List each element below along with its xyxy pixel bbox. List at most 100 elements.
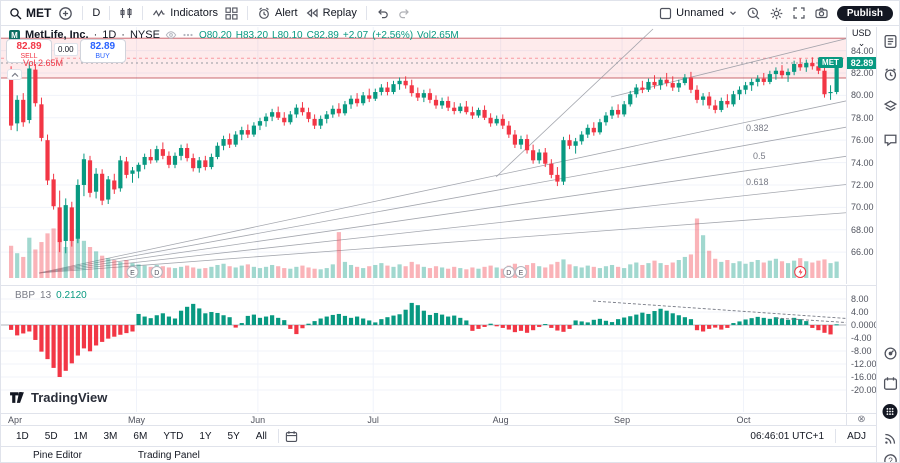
indicator-tick: 4.00	[851, 307, 869, 317]
range-button-all[interactable]: All	[255, 430, 267, 442]
price-tick: 66.00	[851, 247, 874, 258]
more-options-icon[interactable]	[182, 29, 194, 41]
fullscreen-icon[interactable]	[792, 6, 806, 20]
indicator-legend[interactable]: BBP 13 0.2120	[15, 290, 87, 301]
symbol-label: MET	[26, 6, 52, 20]
compare-add-icon[interactable]	[58, 6, 73, 21]
indicator-length: 13	[40, 290, 52, 301]
interval-button[interactable]: D	[92, 7, 101, 19]
range-button-5d[interactable]: 5D	[44, 430, 58, 442]
chat-icon[interactable]	[882, 131, 898, 147]
indicator-tick: 0.0000	[851, 320, 879, 330]
svg-text:0.618: 0.618	[746, 177, 769, 187]
status-tab-trading-panel[interactable]: Trading Panel	[137, 450, 200, 461]
indicator-tick: -8.00	[851, 346, 872, 356]
layout-square-icon	[659, 7, 672, 20]
spread-value: 0.00	[54, 43, 78, 56]
apps-grid-icon[interactable]	[882, 403, 898, 419]
chart-legend[interactable]: M MetLife, Inc. · 1D · NYSE O80.20 H83.2…	[9, 29, 459, 41]
legend-title: MetLife, Inc.	[25, 29, 89, 41]
price-axis[interactable]: USD ⌄ 82.89 84.00 82.00 80.00 78.00 76.00 74.…	[846, 27, 877, 284]
time-tick-jun[interactable]: Jun	[250, 415, 266, 425]
main-chart-pane[interactable]: 0.382 0.5 0.618 E D D E M MetLife, Inc. · 1D ·…	[1, 27, 870, 284]
buy-sell-widget: 82.89 SELL 0.00 82.89 BUY	[6, 39, 126, 63]
range-button-3m[interactable]: 3M	[103, 430, 118, 442]
indicator-tick: -12.00	[851, 359, 877, 369]
watchlist-icon[interactable]	[882, 33, 898, 49]
indicators-button[interactable]: Indicators	[152, 6, 218, 20]
legend-sep2: ·	[121, 29, 125, 41]
templates-grid-icon[interactable]	[225, 6, 238, 20]
buy-button[interactable]: 82.89 BUY	[79, 39, 126, 63]
svg-text:E: E	[130, 270, 135, 277]
alert-label: Alert	[275, 7, 298, 19]
svg-text:0.5: 0.5	[753, 151, 766, 161]
price-tick: 68.00	[851, 224, 874, 235]
range-button-1d[interactable]: 1D	[16, 430, 29, 442]
chart-style-icon[interactable]	[119, 6, 133, 20]
alert-button[interactable]: Alert	[257, 6, 298, 20]
hotlists-icon[interactable]	[882, 345, 898, 361]
symbol-search[interactable]: MET	[9, 6, 51, 20]
calendar-icon[interactable]	[882, 375, 898, 391]
layout-name: Unnamed	[676, 7, 724, 19]
time-tick-jul[interactable]: Jul	[367, 415, 379, 425]
time-tick-apr[interactable]: Apr	[8, 415, 23, 425]
indicators-icon	[152, 6, 166, 20]
svg-text:D: D	[506, 270, 511, 277]
undo-icon[interactable]	[376, 6, 390, 20]
bbp-indicator-pane[interactable]: BBP 13 0.2120 TradingView	[1, 285, 870, 412]
alert-clock-icon	[257, 6, 271, 20]
time-tick-oct[interactable]: Oct	[736, 415, 751, 425]
go-to-date-icon[interactable]	[285, 430, 298, 443]
change-value: +2.07	[342, 29, 369, 41]
right-sidebar: ?	[876, 27, 899, 462]
chevron-up-icon	[11, 72, 18, 77]
current-price-label: 82.89	[847, 57, 877, 69]
layout-select[interactable]: Unnamed	[659, 7, 738, 20]
broadcast-icon[interactable]	[882, 430, 898, 446]
time-tick-sep[interactable]: Sep	[614, 415, 631, 425]
alerts-clock-icon[interactable]	[882, 66, 898, 82]
time-axis[interactable]: Apr May Jun Jul Aug Sep Oct	[1, 413, 846, 425]
price-line-symbol-tag: MET	[818, 57, 843, 68]
eye-icon[interactable]	[165, 29, 177, 41]
axis-settings-icon[interactable]: ⊗	[846, 413, 876, 425]
sell-button[interactable]: 82.89 SELL	[6, 39, 52, 63]
range-button-ytd[interactable]: YTD	[163, 430, 184, 442]
chevron-down-icon: ⌄	[857, 38, 866, 48]
legend-interval: 1D	[102, 29, 117, 41]
legend-exchange: NYSE	[129, 29, 160, 41]
time-tick-may[interactable]: May	[127, 415, 145, 425]
replay-icon	[305, 6, 319, 20]
snapshot-camera-icon[interactable]	[814, 6, 829, 20]
price-tick: 76.00	[851, 135, 874, 146]
time-tick-aug[interactable]: Aug	[492, 415, 509, 425]
collapse-widget-button[interactable]	[7, 69, 22, 80]
settings-gear-icon[interactable]	[769, 6, 784, 21]
help-icon[interactable]: ?	[882, 452, 898, 462]
adjusted-toggle[interactable]: ADJ	[847, 430, 866, 442]
range-button-6m[interactable]: 6M	[133, 430, 148, 442]
candlestick-chart: 0.382 0.5 0.618 E D D E	[1, 27, 870, 284]
indicators-label: Indicators	[170, 7, 218, 19]
indicator-axis[interactable]: 8.00 4.00 0.0000 -4.00 -8.00 -12.00 -16.00 -20.…	[846, 285, 879, 412]
change-percent: (+2.56%)	[372, 29, 414, 41]
object-tree-layers-icon[interactable]	[882, 98, 898, 114]
status-tab-pine-editor[interactable]: Pine Editor	[33, 450, 82, 461]
bbp-histogram	[1, 286, 870, 412]
symbol-logo: M	[9, 29, 20, 41]
currency-selector[interactable]: USD ⌄	[851, 28, 871, 48]
ohlc-values: O80.20 H83.20 L80.10 C82.89 +2.07 (+2.56…	[198, 29, 459, 41]
tradingview-logo-icon	[10, 391, 24, 403]
indicator-name: BBP	[15, 290, 36, 301]
range-button-5y[interactable]: 5Y	[227, 430, 240, 442]
clock-display[interactable]: 06:46:01 UTC+1	[750, 430, 825, 442]
publish-button[interactable]: Publish	[836, 5, 893, 21]
range-button-1y[interactable]: 1Y	[199, 430, 212, 442]
replay-button[interactable]: Replay	[305, 6, 357, 20]
redo-icon[interactable]	[397, 6, 411, 20]
quick-search-icon[interactable]	[746, 6, 761, 21]
range-button-1m[interactable]: 1M	[73, 430, 88, 442]
